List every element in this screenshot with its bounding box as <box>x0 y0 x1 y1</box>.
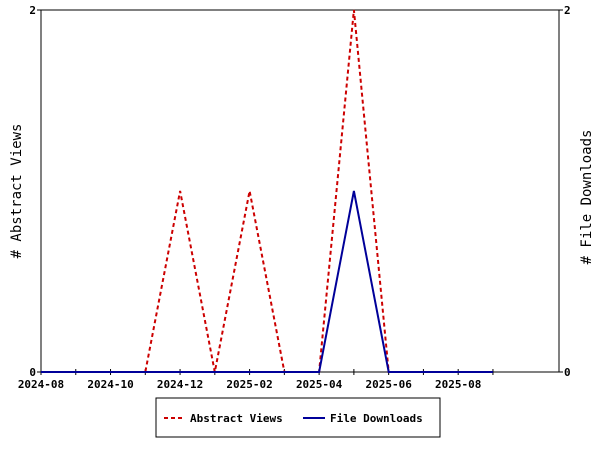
x-tick-label-2025-04: 2025-04 <box>296 378 343 391</box>
y-tick-label-left-2: 2 <box>29 4 36 17</box>
x-tick-label-2024-10: 2024-10 <box>87 378 133 391</box>
y-tick-label-left-0: 0 <box>29 366 36 379</box>
x-tick-label-2025-02: 2025-02 <box>226 378 272 391</box>
y-axis-title-left: # Abstract Views <box>9 124 25 259</box>
plot-area <box>41 10 559 372</box>
y-axis-title-right: # File Downloads <box>579 130 595 265</box>
x-tick-label-2025-06: 2025-06 <box>365 378 412 391</box>
y-tick-label-right-0: 0 <box>564 366 571 379</box>
x-tick-label-2024-12: 2024-12 <box>157 378 203 391</box>
x-tick-label-2024-08: 2024-08 <box>18 378 64 391</box>
y-tick-label-right-2: 2 <box>564 4 571 17</box>
legend-label-file-downloads: File Downloads <box>330 412 423 425</box>
x-tick-label-2025-08: 2025-08 <box>435 378 481 391</box>
legend: Abstract Views File Downloads <box>156 398 440 437</box>
legend-label-abstract-views: Abstract Views <box>190 412 283 425</box>
